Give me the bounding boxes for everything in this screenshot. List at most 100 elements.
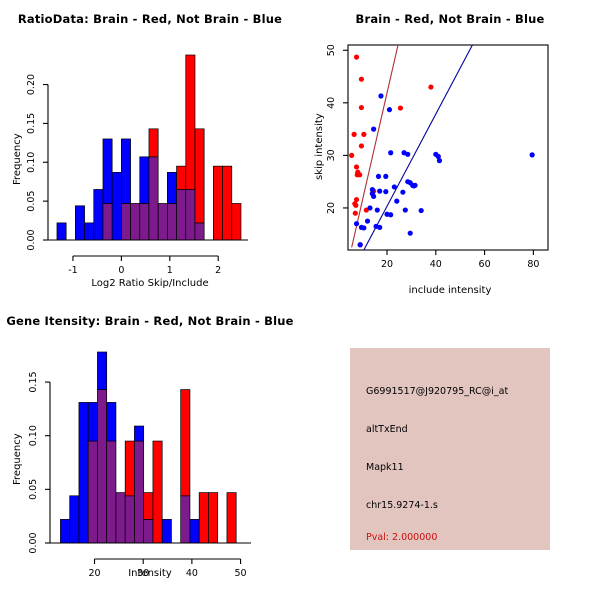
histogram-bar	[97, 351, 108, 390]
x-tick-label: 50	[235, 568, 247, 579]
gene-intensity-histogram-panel: Gene Itensity: Brain - Red, Not Brain - …	[0, 300, 300, 600]
scatter-point	[428, 84, 434, 90]
histogram-bar-overlap	[167, 203, 177, 241]
x-tick-label: 20	[381, 259, 393, 270]
scatter-point	[402, 207, 408, 213]
histogram-bar	[194, 128, 205, 224]
histogram-bar	[180, 389, 191, 497]
ratio-histogram-title: RatioData: Brain - Red, Not Brain - Blue	[17, 12, 283, 26]
scatter-plot-title: Brain - Red, Not Brain - Blue	[355, 12, 545, 26]
scatter-point	[383, 173, 389, 180]
scatter-point	[369, 186, 375, 193]
ratio-histogram-canvas: 0.00 0.05 0.10 0.15 0.20 -1 0 1 2	[26, 54, 248, 276]
histogram-bar	[84, 222, 95, 241]
x-tick-label: -1	[68, 265, 77, 276]
scatter-point	[412, 182, 418, 188]
scatter-point	[375, 173, 382, 180]
y-tick-label: 0.05	[28, 479, 39, 500]
scatter-point	[394, 198, 400, 204]
pval-text: Pval: 2.000000	[366, 532, 438, 543]
scatter-plot-panel: Brain - Red, Not Brain - Blue 20 40 60 80 20…	[300, 0, 600, 300]
histogram-bar-overlap	[115, 492, 126, 544]
histogram-bar	[213, 165, 223, 241]
scatter-point	[371, 193, 377, 199]
svg-ratio-plot-area: 0.00 0.05 0.10 0.15 0.20 -1 0 1 2	[26, 54, 248, 276]
scatter-x-axis-label: include intensity	[408, 285, 492, 296]
histogram-bar	[226, 492, 237, 544]
clipped-content	[349, 45, 535, 250]
y-tick-label: 0.00	[26, 229, 37, 250]
gene-histogram-title: Gene Itensity: Brain - Red, Not Brain - …	[6, 314, 294, 328]
svg-gene-plot-area: 0.00 0.05 0.10 0.15 20 30 40 50	[28, 351, 251, 579]
ratio-histogram-y-axis-label: Frequency	[12, 133, 23, 185]
y-tick-label: 40	[326, 97, 337, 109]
red-regression-line	[351, 45, 399, 248]
scatter-point	[357, 172, 363, 178]
scatter-point	[357, 242, 363, 248]
histogram-bar	[231, 203, 242, 241]
y-tick-label: 0.10	[26, 152, 37, 173]
scatter-point	[349, 152, 355, 158]
histogram-bar-overlap	[106, 440, 117, 544]
y-tick-label: 0.15	[28, 371, 39, 392]
scatter-point	[386, 107, 393, 113]
histogram-bar	[208, 492, 219, 544]
scatter-point	[353, 202, 359, 208]
histogram-bar	[148, 128, 159, 158]
histogram-bar-overlap	[176, 189, 187, 241]
scatter-point	[353, 221, 360, 227]
x-tick-label: 2	[215, 265, 221, 276]
scatter-point	[388, 212, 394, 218]
gene-histogram-canvas: 0.00 0.05 0.10 0.15 20 30 40 50	[28, 351, 251, 579]
scatter-point	[391, 184, 397, 190]
scatter-y-axis-label: skip intensity	[314, 113, 325, 180]
scatter-point	[364, 218, 371, 224]
x-tick-label: 20	[88, 568, 100, 579]
scatter-point	[418, 207, 424, 214]
histogram-bar	[106, 402, 117, 442]
event-type-text: altTxEnd	[366, 424, 408, 435]
scatter-point	[397, 105, 404, 111]
histogram-bar	[78, 402, 89, 544]
histogram-bar	[134, 425, 145, 442]
plot-frame	[347, 44, 549, 251]
blue-regression-line	[363, 45, 473, 250]
histogram-bar-overlap	[139, 203, 150, 241]
scatter-point	[377, 224, 383, 230]
probe-id-text: G6991517@J920795_RC@i_at	[366, 386, 509, 397]
coordinate-text: chr15.9274-1.s	[366, 500, 438, 511]
histogram-bar-overlap	[148, 156, 159, 241]
histogram-bar-overlap	[194, 222, 205, 241]
histogram-bar-overlap	[124, 495, 135, 544]
y-tick-label: 0.00	[28, 532, 39, 553]
scatter-point	[407, 230, 413, 236]
x-tick-label: 40	[430, 259, 442, 270]
x-tick-label: 1	[167, 265, 173, 276]
y-tick-label: 30	[326, 149, 337, 161]
histogram-bar-overlap	[180, 495, 191, 544]
scatter-point	[358, 76, 365, 82]
histogram-bar	[121, 138, 131, 204]
histogram-bar	[185, 54, 196, 190]
gene-symbol-text: Mapk11	[366, 462, 404, 473]
scatter-point	[358, 104, 365, 111]
histogram-bar	[111, 172, 122, 241]
histogram-bar	[161, 519, 172, 544]
scatter-point	[374, 207, 380, 213]
scatter-point	[353, 54, 360, 60]
histogram-bar	[167, 172, 177, 204]
histogram-bar	[102, 138, 113, 204]
scatter-point	[529, 152, 535, 158]
scatter-point	[371, 126, 377, 132]
y-tick-label: 0.10	[28, 425, 39, 446]
ratio-histogram-panel: RatioData: Brain - Red, Not Brain - Blue…	[0, 0, 300, 300]
histogram-bar	[87, 402, 98, 442]
scatter-point	[377, 188, 383, 194]
x-tick-label: 80	[527, 259, 539, 270]
scatter-point	[405, 151, 411, 157]
scatter-point	[383, 189, 389, 195]
histogram-bar	[189, 519, 200, 544]
histogram-bar-overlap	[143, 519, 154, 544]
scatter-point	[353, 196, 360, 203]
histogram-bar	[139, 156, 150, 204]
